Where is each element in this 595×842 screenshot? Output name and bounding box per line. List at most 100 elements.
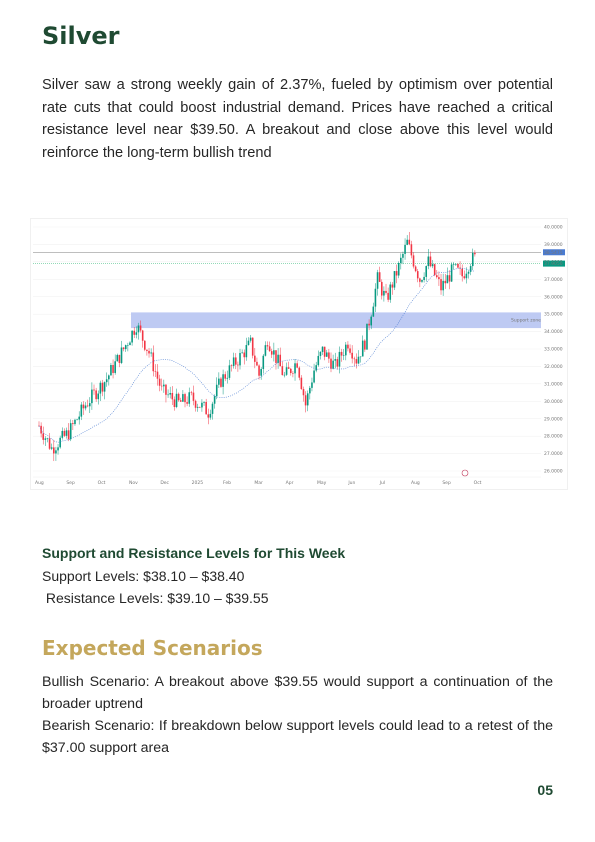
candle-body — [309, 387, 311, 394]
candle-body — [374, 288, 377, 307]
candle-body — [412, 255, 415, 267]
candle-body — [146, 349, 148, 351]
price-tag-label: 38.5475 — [544, 250, 563, 256]
moving-average-line — [38, 267, 475, 443]
candle-body — [220, 378, 222, 387]
candle-body — [188, 392, 191, 404]
candle-body — [218, 378, 220, 385]
bullish-scenario: Bullish Scenario: A breakout above $39.5… — [42, 674, 553, 712]
candle-body — [336, 359, 339, 367]
candle-body — [95, 390, 97, 400]
candle-body — [279, 354, 282, 367]
candle-body — [294, 363, 296, 374]
candle-body — [249, 337, 252, 341]
candle-body — [302, 389, 305, 396]
candle-body — [46, 438, 49, 439]
candle-body — [406, 239, 408, 245]
y-tick-label: 39.0000 — [544, 242, 563, 248]
candle-body — [260, 368, 262, 376]
candle-body — [395, 271, 398, 276]
candle-body — [61, 430, 64, 438]
candle-body — [59, 437, 61, 448]
candle-body — [370, 316, 373, 326]
candle-body — [353, 358, 356, 360]
price-tag-label: 37.9050 — [544, 261, 563, 267]
candle-body — [431, 264, 434, 267]
candle-body — [283, 374, 286, 376]
candle-body — [457, 263, 459, 268]
candle-body — [292, 373, 294, 374]
candle-body — [82, 404, 85, 409]
candle-body — [243, 352, 246, 358]
levels-heading: Support and Resistance Levels for This W… — [42, 545, 346, 561]
x-tick-label: 2025 — [192, 480, 204, 486]
candle-body — [53, 447, 55, 454]
resistance-levels: Resistance Levels: $39.10 – $39.55 — [42, 590, 269, 606]
candle-body — [114, 361, 116, 373]
candle-body — [78, 416, 81, 420]
candle-body — [446, 275, 449, 284]
candle-body — [393, 271, 396, 288]
candle-body — [65, 430, 68, 436]
candle-body — [137, 325, 140, 333]
candle-body — [273, 350, 275, 355]
x-tick-label: Jul — [379, 480, 385, 486]
candle-body — [433, 264, 436, 276]
x-tick-label: May — [317, 480, 327, 486]
candle-body — [321, 346, 324, 352]
candle-body — [408, 239, 411, 245]
candle-body — [304, 395, 307, 406]
candle-body — [342, 355, 345, 356]
candle-body — [325, 352, 328, 357]
candle-body — [247, 340, 250, 346]
candle-body — [230, 365, 233, 366]
candle-body — [351, 352, 353, 359]
candle-body — [171, 392, 174, 400]
candle-body — [118, 354, 121, 363]
candle-body — [389, 284, 392, 300]
candle-body — [357, 356, 360, 364]
candle-body — [124, 345, 127, 350]
candle-body — [455, 263, 457, 265]
candle-body — [391, 284, 394, 288]
candle-body — [234, 357, 237, 365]
candle-body — [268, 346, 271, 352]
candle-body — [435, 275, 438, 278]
candle-body — [264, 345, 267, 356]
candle-body — [311, 382, 313, 388]
candle-body — [289, 368, 292, 374]
candle-body — [122, 347, 125, 350]
candle-body — [112, 365, 114, 373]
candle-body — [135, 332, 138, 335]
candle-body — [91, 389, 93, 404]
candle-body — [251, 337, 254, 356]
candle-body — [184, 394, 186, 403]
x-tick-label: Feb — [223, 480, 231, 486]
candle-body — [425, 266, 428, 277]
candle-body — [383, 290, 385, 296]
candle-body — [402, 253, 404, 258]
candle-body — [173, 399, 176, 408]
candle-body — [48, 438, 51, 449]
bearish-scenario: Bearish Scenario: If breakdown below sup… — [42, 718, 553, 756]
candle-body — [245, 345, 248, 358]
candle-body — [207, 414, 210, 418]
candle-body — [205, 401, 207, 415]
candle-body — [50, 447, 53, 449]
candle-body — [154, 371, 157, 372]
y-tick-label: 37.0000 — [544, 277, 563, 283]
candle-body — [42, 433, 45, 440]
x-tick-label: Oct — [474, 480, 482, 486]
candle-body — [139, 325, 142, 331]
candle-body — [158, 378, 161, 386]
x-tick-label: Nov — [129, 480, 138, 486]
candle-body — [469, 266, 472, 272]
candle-body — [179, 400, 182, 402]
candle-body — [345, 344, 347, 356]
x-tick-label: Aug — [411, 480, 420, 486]
candle-body — [182, 394, 184, 402]
candle-body — [416, 271, 419, 279]
candle-body — [63, 430, 66, 436]
candle-body — [226, 377, 229, 379]
candle-body — [315, 365, 317, 371]
